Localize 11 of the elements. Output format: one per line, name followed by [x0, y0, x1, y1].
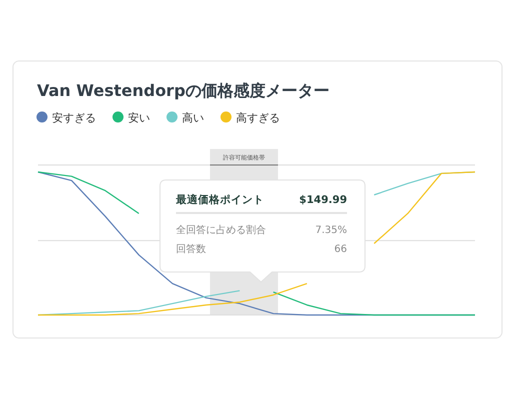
annotation: $149.99	[299, 194, 347, 206]
legend-label: 高すぎる	[236, 112, 280, 124]
legend-label: 安すぎる	[52, 112, 96, 124]
annotation: 66	[334, 244, 347, 255]
legend-label: 安い	[128, 112, 150, 124]
annotation: 全回答に占める割合	[176, 224, 266, 236]
annotation: 最適価格ポイント	[175, 193, 264, 206]
legend-label: 高い	[182, 112, 204, 124]
annotation: 回答数	[176, 243, 206, 255]
chart-title: Van Westendorpの価格感度メーター	[37, 81, 330, 100]
annotation: 7.35%	[315, 225, 347, 236]
